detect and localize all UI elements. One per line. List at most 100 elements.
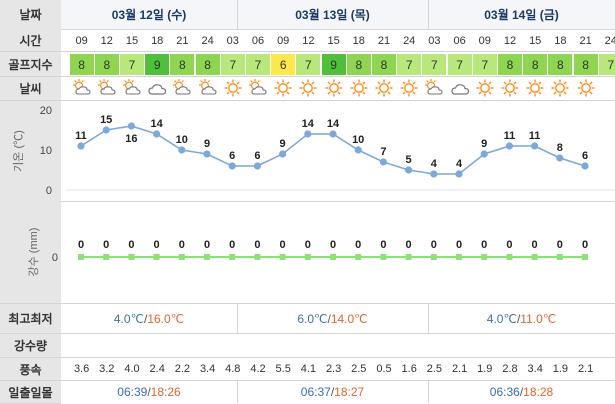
golf-index-cell: 8 bbox=[170, 54, 195, 75]
minmax-day-1: 4.0℃/16.0℃ bbox=[113, 311, 185, 326]
golf-index-cell: 7 bbox=[120, 54, 144, 75]
temperature-data-label: 9 bbox=[481, 138, 487, 150]
sunny-icon bbox=[548, 78, 573, 98]
sunrise-time: 06:36 bbox=[489, 385, 520, 399]
precipitation-data-label: 0 bbox=[456, 239, 462, 251]
temperature-point bbox=[480, 150, 488, 158]
sunny-icon bbox=[296, 78, 321, 98]
min-temp: 4.0℃ bbox=[486, 311, 517, 326]
minmax-label: 최고최저 bbox=[0, 304, 61, 334]
precipitation-point bbox=[556, 254, 563, 260]
precipitation-point bbox=[405, 254, 412, 260]
golf-index-cell: 8 bbox=[372, 54, 396, 75]
golf-index-cell: 7 bbox=[220, 54, 245, 75]
precipitation-data-label: 0 bbox=[305, 239, 311, 251]
time-cell: 06 bbox=[251, 34, 265, 47]
golf-index-cell: 7 bbox=[246, 54, 270, 75]
precipitation-point bbox=[304, 254, 311, 260]
wind-speed-cell: 3.4 bbox=[527, 363, 543, 375]
temperature-data-label: 11 bbox=[75, 130, 87, 142]
time-cell: 18 bbox=[352, 34, 365, 47]
precipitation-data-label: 0 bbox=[557, 239, 563, 251]
temperature-data-label: 9 bbox=[204, 138, 210, 150]
temperature-point bbox=[505, 142, 513, 150]
temperature-data-label: 11 bbox=[529, 130, 541, 142]
time-cell: 06 bbox=[453, 34, 466, 47]
golf-index-cell: 7 bbox=[447, 54, 472, 75]
temperature-point bbox=[455, 170, 463, 178]
wind-speed-cell: 2.4 bbox=[149, 363, 165, 375]
golf-index-cell: 9 bbox=[321, 54, 346, 75]
golf-index-cell: 6 bbox=[271, 54, 296, 75]
date-header-band bbox=[61, 0, 615, 29]
precipitation-point bbox=[78, 254, 84, 260]
time-cell: 21 bbox=[176, 34, 189, 47]
temperature-point bbox=[127, 122, 135, 130]
golf-index-cell: 8 bbox=[94, 54, 119, 75]
time-cell: 15 bbox=[125, 34, 139, 47]
precipitation-data-label: 0 bbox=[481, 239, 487, 251]
time-cell: 18 bbox=[554, 34, 567, 47]
precipitation-point bbox=[153, 254, 160, 260]
temperature-data-label: 10 bbox=[352, 134, 364, 146]
date-label: 날짜 bbox=[0, 0, 61, 30]
time-cell: 09 bbox=[277, 34, 290, 47]
partly-cloudy-icon bbox=[245, 78, 270, 98]
golf-index-cell: 7 bbox=[472, 54, 497, 75]
precipitation-data-label: 0 bbox=[406, 239, 412, 251]
temperature-data-label: 6 bbox=[582, 150, 588, 162]
precipitation-point bbox=[506, 254, 513, 260]
time-cell: 03 bbox=[428, 34, 441, 47]
cloudy-icon bbox=[447, 78, 472, 98]
sunset-time: 18:26 bbox=[150, 385, 181, 399]
time-label: 시간 bbox=[0, 29, 61, 52]
golf-index-label: 골프지수 bbox=[0, 52, 61, 77]
sunny-icon bbox=[523, 78, 548, 98]
precipitation-data-label: 0 bbox=[280, 239, 286, 251]
y-tick-label: 0 bbox=[52, 252, 58, 264]
time-cell: 12 bbox=[503, 34, 517, 47]
y-tick-label: 0 bbox=[46, 185, 52, 197]
temperature-point bbox=[354, 146, 362, 154]
time-cell: 15 bbox=[327, 34, 340, 47]
temperature-point bbox=[379, 158, 387, 166]
golf-index-cell: 8 bbox=[498, 54, 522, 75]
temperature-data-label: 14 bbox=[302, 118, 315, 130]
time-cell: 03 bbox=[226, 34, 239, 47]
wind-speed-cell: 2.5 bbox=[351, 363, 367, 375]
time-cell: 12 bbox=[302, 34, 315, 47]
temperature-data-label: 14 bbox=[327, 118, 340, 130]
precipitation-point bbox=[128, 254, 135, 260]
sunny-icon bbox=[346, 78, 371, 98]
precipitation-point bbox=[531, 254, 538, 260]
precipitation-point bbox=[103, 254, 110, 260]
temperature-data-label: 16 bbox=[125, 133, 137, 145]
precipitation-data-label: 0 bbox=[103, 239, 109, 251]
wind-speed-cell: 2.8 bbox=[502, 363, 518, 375]
temperature-point bbox=[102, 126, 110, 134]
golf-index-cell: 7 bbox=[422, 54, 447, 75]
sunny-icon bbox=[371, 78, 396, 98]
precipitation-data-label: 0 bbox=[431, 239, 437, 251]
precipitation-point bbox=[456, 254, 462, 260]
golf-index-cell: 8 bbox=[195, 54, 220, 75]
precipitation-point bbox=[178, 254, 185, 260]
precipitation-data-label: 0 bbox=[78, 239, 84, 251]
wind-speed-cell: 2.5 bbox=[426, 363, 443, 375]
golf-index-cell: 7 bbox=[397, 54, 422, 75]
precipitation-point bbox=[229, 254, 236, 260]
minmax-day-3: 4.0℃/11.0℃ bbox=[486, 311, 557, 326]
time-cell: 09 bbox=[75, 34, 88, 47]
sunrise-sunset-label: 일출일몰 bbox=[0, 381, 61, 404]
temperature-point bbox=[253, 162, 261, 170]
temperature-point bbox=[581, 162, 589, 170]
temperature-data-label: 10 bbox=[176, 134, 188, 146]
sunny-icon bbox=[321, 78, 346, 98]
time-cell: 24 bbox=[403, 34, 416, 47]
rain-amount-label: 강수량 bbox=[0, 334, 61, 358]
golf-index-cell: 8 bbox=[69, 54, 94, 75]
precipitation-data-label: 0 bbox=[128, 239, 134, 251]
max-temp: 11.0℃ bbox=[520, 311, 557, 326]
temperature-data-label: 6 bbox=[254, 150, 260, 162]
